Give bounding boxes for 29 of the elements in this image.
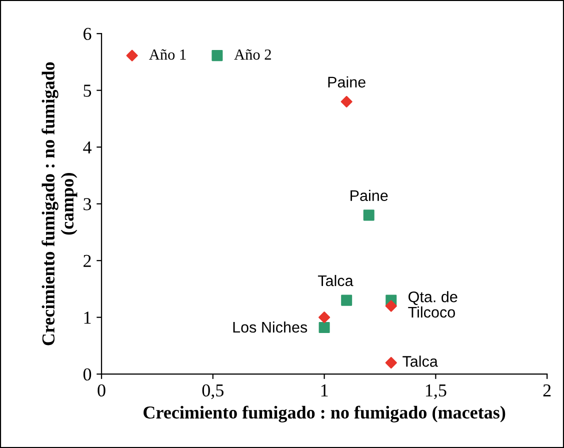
y-axis-title: Crecimiento fumigado : no fumigado (campo)	[42, 62, 78, 346]
annotation: Talca	[318, 274, 354, 286]
point	[318, 312, 330, 324]
annotation: Los Niches	[233, 321, 308, 333]
point	[385, 300, 397, 312]
point	[340, 96, 352, 108]
y-tick-label: 6	[84, 28, 92, 40]
annotation: Paine	[350, 190, 388, 202]
annotation: Qta. de Tilcoco	[408, 291, 458, 318]
point	[363, 210, 374, 221]
legend-label: Año 2	[234, 49, 271, 60]
x-tick-label: 2	[543, 384, 551, 396]
x-axis-title: Crecimiento fumigado : no fumigado (macetas)	[144, 406, 506, 422]
point	[385, 356, 397, 369]
y-tick-label: 5	[84, 84, 92, 97]
annotation: Talca	[402, 356, 438, 367]
x-tick-label: 1,5	[426, 384, 446, 400]
y-tick-label: 3	[84, 198, 92, 210]
x-tick-label: 0,5	[202, 384, 224, 400]
point	[341, 294, 352, 306]
y-tick-label: 2	[84, 254, 91, 267]
y-tick-label: 0	[83, 368, 92, 381]
y-tick-label: 1	[84, 312, 91, 324]
x-tick-label: 1	[321, 384, 328, 396]
annotation: Paine	[328, 76, 366, 88]
point	[318, 322, 330, 334]
x-tick-label: 0	[98, 384, 106, 397]
y-tick-label: 4	[83, 141, 92, 154]
legend-label: Año 1	[149, 49, 186, 60]
